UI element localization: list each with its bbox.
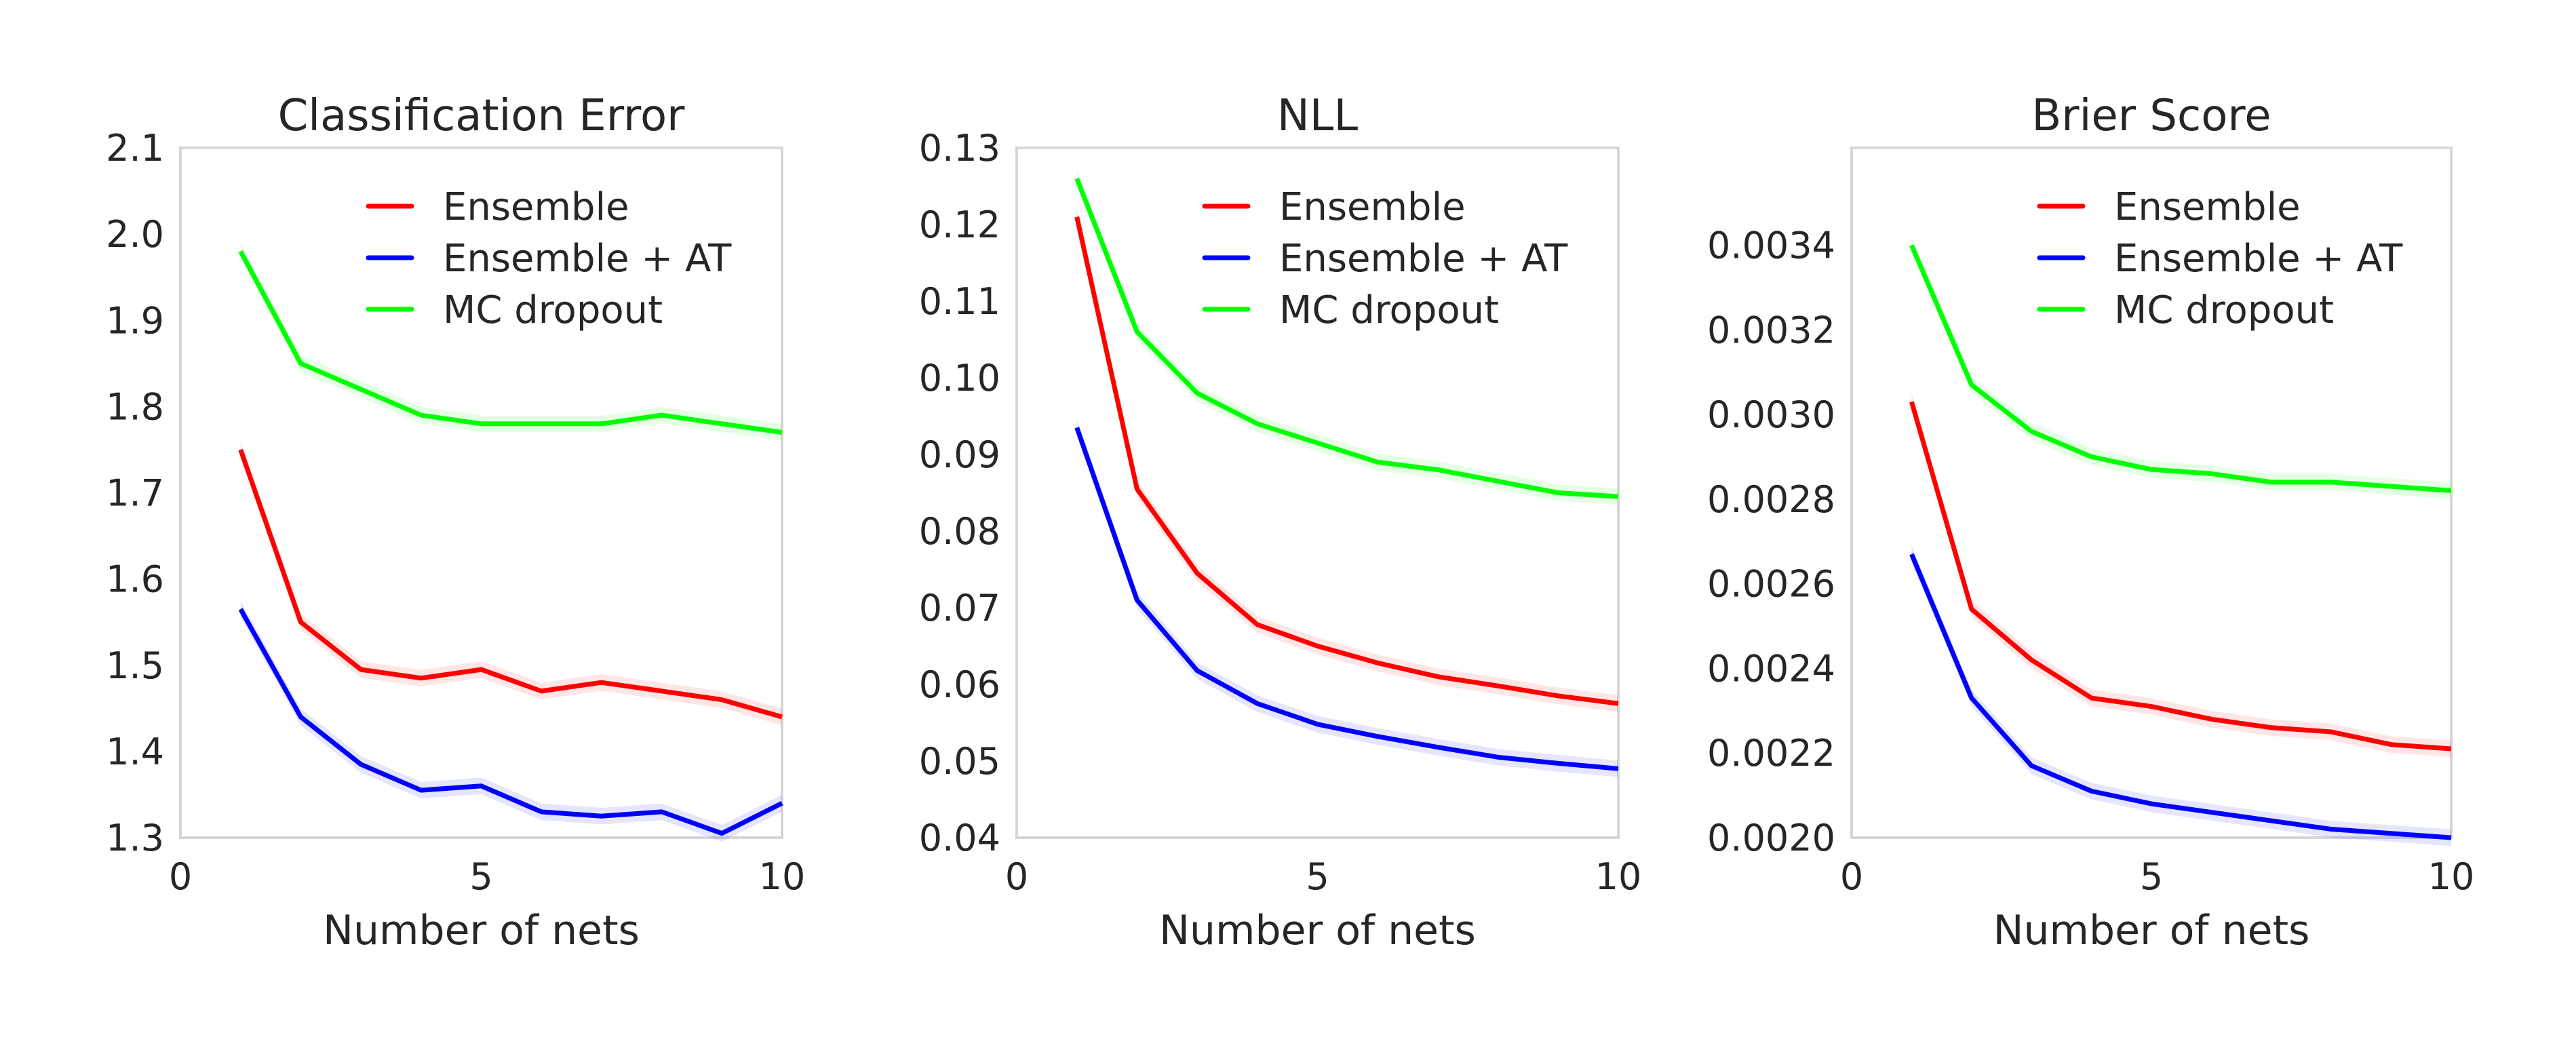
- legend-label: Ensemble + AT: [1279, 237, 1568, 281]
- series-mc-dropout: [238, 243, 783, 441]
- plot-frame: [1015, 147, 1620, 839]
- series-line: [238, 608, 783, 836]
- x-tick-label: 5: [469, 855, 492, 898]
- series-line: [1909, 244, 2452, 493]
- confidence-band: [1911, 237, 2451, 499]
- x-tick-label: 10: [2428, 855, 2475, 898]
- y-tick-label: 0.0034: [1707, 225, 1835, 267]
- series-ensemble-at: [1909, 545, 2452, 846]
- legend-label: Ensemble + AT: [2114, 237, 2403, 281]
- chart-title: Brier Score: [2031, 91, 2271, 141]
- y-tick-label: 1.9: [106, 299, 164, 342]
- y-tick-label: 1.5: [106, 644, 164, 687]
- y-tick-label: 2.1: [106, 127, 164, 170]
- panel-3: Brier Score Number of nets 0 5 10 0.0020 0.002…: [1707, 91, 2474, 954]
- y-tick-label: 1.3: [106, 817, 164, 859]
- x-tick-label: 0: [169, 855, 192, 898]
- y-tick-label: 0.07: [919, 587, 1000, 629]
- x-axis-label: Number of nets: [1993, 907, 2310, 954]
- y-tick-label: 0.0024: [1707, 647, 1835, 690]
- series-ensemble: [1909, 393, 2452, 758]
- y-tick-label: 0.12: [919, 203, 1000, 246]
- series-line: [1909, 553, 2452, 840]
- x-tick-label: 10: [1595, 855, 1642, 898]
- x-tick-label: 5: [2140, 855, 2163, 898]
- y-tick-label: 0.0022: [1707, 732, 1835, 775]
- x-tick-label: 0: [1005, 855, 1028, 898]
- series-ensemble-at: [1074, 419, 1619, 777]
- y-tick-label: 0.04: [919, 817, 1000, 859]
- series-line: [238, 250, 783, 435]
- plot-frame: [1850, 147, 2453, 839]
- y-tick-label: 1.8: [106, 385, 164, 428]
- x-axis-label: Number of nets: [1159, 907, 1476, 954]
- series-line: [1074, 177, 1619, 499]
- y-tick-label: 1.7: [106, 472, 164, 515]
- y-tick-label: 0.0032: [1707, 309, 1835, 351]
- panel-1: Classification Error Number of nets 0 5 10 1.…: [106, 91, 805, 954]
- y-tick-label: 0.09: [919, 433, 1000, 476]
- x-tick-label: 5: [1306, 855, 1329, 898]
- x-tick-label: 0: [1840, 855, 1863, 898]
- confidence-band: [1911, 545, 2451, 846]
- confidence-band: [240, 600, 782, 842]
- series-line: [1074, 216, 1619, 706]
- series-line: [1909, 401, 2452, 752]
- chart-title: Classification Error: [278, 91, 686, 141]
- confidence-band: [1076, 419, 1618, 777]
- y-tick-label: 0.0020: [1707, 817, 1835, 859]
- y-tick-label: 0.0030: [1707, 393, 1835, 436]
- y-tick-label: 0.11: [919, 280, 1000, 323]
- y-tick-label: 0.13: [919, 127, 1000, 170]
- panel-2: NLL Number of nets 0 5 10 0.04 0.05 0.06 0.07 0.0…: [919, 91, 1642, 954]
- y-tick-label: 0.0026: [1707, 563, 1835, 606]
- series-ensemble: [1074, 208, 1619, 712]
- series-line: [1074, 427, 1619, 771]
- legend-label: Ensemble: [2114, 185, 2301, 229]
- y-tick-label: 0.10: [919, 357, 1000, 400]
- series-line: [238, 448, 783, 720]
- series-ensemble-at: [238, 600, 783, 842]
- y-tick-label: 2.0: [106, 213, 164, 256]
- chart-title: NLL: [1277, 91, 1359, 141]
- legend-label: Ensemble + AT: [443, 237, 732, 281]
- y-tick-label: 0.05: [919, 740, 1000, 783]
- y-tick-label: 1.4: [106, 730, 164, 773]
- x-tick-label: 10: [759, 855, 806, 898]
- series-ensemble: [238, 441, 783, 726]
- legend-label: Ensemble: [1279, 185, 1466, 229]
- x-axis-label: Number of nets: [323, 907, 640, 954]
- y-tick-label: 0.0028: [1707, 478, 1835, 521]
- plot-frame: [179, 147, 783, 839]
- legend-label: MC dropout: [443, 288, 663, 332]
- confidence-band: [1911, 393, 2451, 758]
- y-tick-label: 0.06: [919, 663, 1000, 706]
- series-mc-dropout: [1909, 237, 2452, 499]
- legend-label: MC dropout: [1279, 288, 1499, 332]
- y-tick-label: 0.08: [919, 510, 1000, 553]
- legend-label: MC dropout: [2114, 288, 2334, 332]
- y-tick-label: 1.6: [106, 558, 164, 601]
- confidence-band: [240, 243, 782, 441]
- confidence-band: [240, 441, 782, 726]
- series-mc-dropout: [1074, 170, 1619, 505]
- legend-label: Ensemble: [443, 185, 629, 229]
